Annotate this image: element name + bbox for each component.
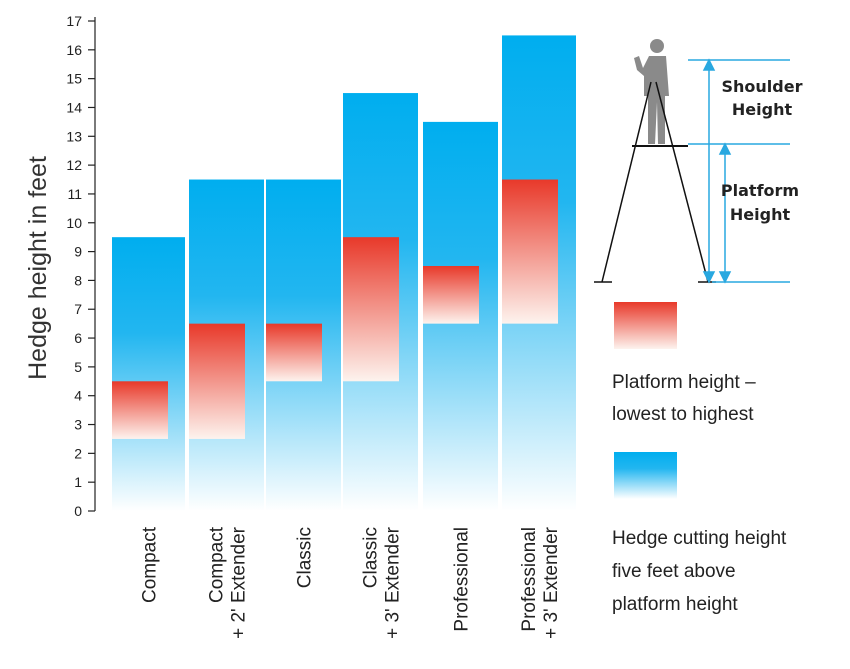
category-label-line1: Professional (452, 527, 473, 632)
category-label-line2: + 3' Extender (383, 526, 404, 639)
platform-range-bar (502, 179, 558, 324)
platform-range-bar (112, 381, 168, 439)
category-label: Compact+ 2' Extender (207, 526, 250, 639)
category-label-line2: + 3' Extender (541, 526, 562, 639)
platform-range-bar (343, 237, 399, 382)
y-tick-label: 5 (74, 359, 82, 375)
y-tick-label: 4 (74, 388, 82, 404)
ladder-diagram: Shoulder Height Platform Height (594, 39, 803, 284)
category-label: Classic+ 3' Extender (361, 526, 404, 639)
platform-height-label-2: Height (730, 205, 791, 224)
category-label-line1: Classic (295, 527, 316, 588)
platform-range-bar (266, 323, 322, 382)
platform-height-label-1: Platform (721, 181, 799, 200)
y-tick-label: 2 (74, 445, 82, 461)
category-label: Professional+ 3' Extender (519, 526, 562, 639)
y-tick-label: 16 (66, 42, 82, 58)
y-tick-label: 1 (74, 474, 82, 490)
legend-platform-text-2: lowest to highest (612, 404, 754, 425)
y-tick-label: 11 (67, 186, 82, 202)
y-tick-label: 10 (66, 215, 82, 231)
y-tick-label: 7 (74, 301, 82, 317)
legend-platform-text-1: Platform height – (612, 372, 756, 393)
legend-hedge-text-2: five feet above (612, 561, 736, 582)
shoulder-height-label-1: Shoulder (722, 77, 803, 96)
y-tick-label: 13 (66, 128, 82, 144)
platform-range-bar (189, 323, 245, 439)
y-axis-label: Hedge height in feet (24, 156, 52, 380)
shoulder-height-label-2: Height (732, 100, 793, 119)
platform-range-bar (423, 266, 479, 324)
category-label: Classic (295, 527, 316, 588)
legend-hedge-swatch (614, 452, 677, 499)
y-tick-label: 15 (66, 71, 82, 87)
category-label-line1: Classic (361, 527, 382, 588)
x-axis-labels: Compact Compact+ 2' Extender Classic Classi… (140, 526, 563, 639)
category-label: Professional (452, 527, 473, 632)
category-label-line1: Compact (140, 526, 161, 603)
y-tick-label: 0 (74, 503, 82, 519)
category-label-line2: + 2' Extender (229, 526, 250, 639)
y-tick-label: 8 (74, 272, 82, 288)
category-label-line1: Professional (519, 527, 540, 632)
y-tick-label: 9 (74, 244, 82, 260)
legend-hedge-text-3: platform height (612, 594, 738, 615)
legend-hedge-text-1: Hedge cutting height (612, 528, 787, 549)
hedge-bar (112, 237, 185, 512)
y-tick-label: 3 (74, 417, 82, 433)
y-tick-label: 12 (66, 157, 82, 173)
category-label-line1: Compact (207, 526, 228, 603)
person-silhouette-icon (634, 39, 669, 144)
category-label: Compact (140, 526, 161, 603)
platform-range-bars (112, 179, 558, 439)
y-tick-label: 14 (66, 99, 82, 115)
y-tick-label: 6 (74, 330, 82, 346)
legend-platform-swatch (614, 302, 677, 349)
y-tick-label: 17 (66, 13, 82, 29)
